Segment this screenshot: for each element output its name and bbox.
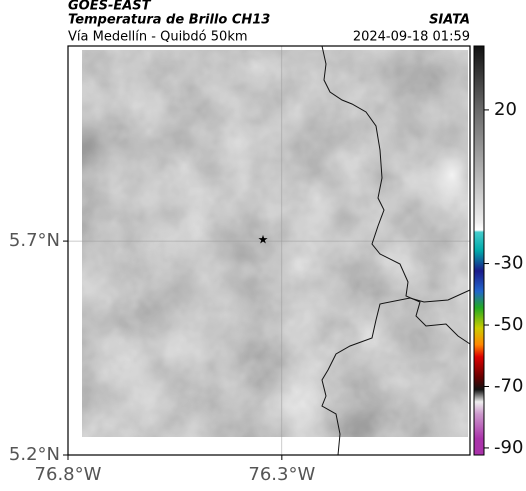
border-line bbox=[321, 289, 471, 456]
region: Vía Medellín - Quibdó 50km bbox=[68, 30, 248, 45]
satellite: GOES-EAST bbox=[68, 0, 152, 14]
bright-cloud bbox=[430, 145, 474, 205]
y-tick-label: 5.7°N bbox=[9, 230, 60, 251]
y-tick-label: 5.2°N bbox=[9, 444, 60, 465]
colorbar-label: -30 bbox=[494, 253, 523, 274]
product: Temperatura de Brillo CH13 bbox=[68, 13, 270, 28]
colorbar-label: -90 bbox=[494, 437, 523, 458]
x-tick-label: 76.8°W bbox=[35, 464, 102, 485]
timestamp: 2024-09-18 01:59 bbox=[353, 30, 470, 45]
source: SIATA bbox=[429, 13, 470, 28]
map-frame bbox=[67, 45, 471, 456]
colorbar-label: -50 bbox=[494, 314, 523, 335]
satellite-image bbox=[82, 50, 468, 437]
colorbar-label: 20 bbox=[494, 99, 517, 120]
location-star: ★ bbox=[258, 233, 269, 247]
x-tick-label: 76.3°W bbox=[248, 464, 315, 485]
colorbar-label: -70 bbox=[494, 375, 523, 396]
border-line bbox=[321, 45, 471, 345]
colorbar bbox=[473, 45, 485, 456]
